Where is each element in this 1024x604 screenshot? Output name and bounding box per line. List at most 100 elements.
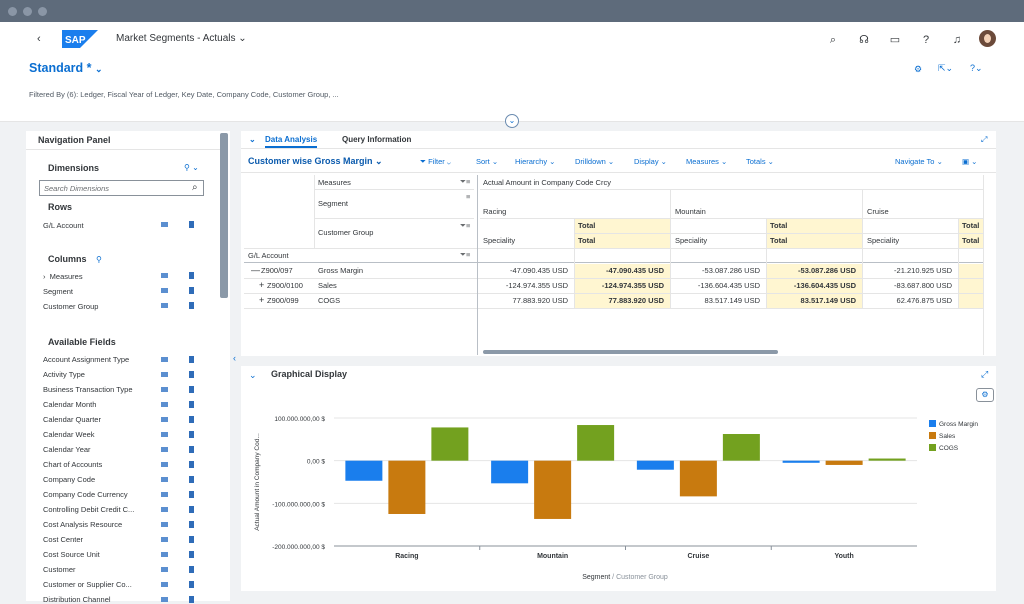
- bar-sales[interactable]: [534, 460, 572, 519]
- app-title[interactable]: Market Segments - Actuals ⌄: [116, 33, 247, 44]
- add-to-rows-icon[interactable]: [161, 417, 168, 422]
- bar-sales[interactable]: [679, 460, 717, 497]
- add-to-rows-icon[interactable]: [161, 447, 168, 452]
- legend-swatch[interactable]: [929, 444, 936, 451]
- add-to-columns-icon[interactable]: [189, 596, 194, 603]
- bar-cogs[interactable]: [722, 434, 760, 461]
- available-field[interactable]: Company Code Currency: [43, 490, 128, 499]
- settings-icon[interactable]: ⚙: [914, 64, 923, 74]
- bar-sales[interactable]: [388, 460, 426, 514]
- grid-cell[interactable]: -124.974.355 USD: [601, 281, 664, 290]
- fullscreen-icon[interactable]: ⤢: [981, 135, 988, 144]
- grid-cell[interactable]: 77.883.920 USD: [512, 296, 568, 305]
- filter-button[interactable]: ⏷ Filter ⌄: [420, 157, 451, 166]
- fullscreen-icon[interactable]: ⤢: [981, 369, 989, 379]
- filter-sort-icon[interactable]: ⏷≡: [460, 250, 471, 259]
- sap-logo[interactable]: SAP: [62, 30, 98, 48]
- grid-cell[interactable]: -136.604.435 USD: [697, 281, 760, 290]
- add-to-rows-icon[interactable]: [161, 402, 168, 407]
- filter-summary[interactable]: Filtered By (6): Ledger, Fiscal Year of …: [29, 90, 339, 99]
- bar-gross-margin[interactable]: [636, 460, 674, 470]
- add-to-rows-icon[interactable]: [161, 462, 168, 467]
- chevron-down-icon[interactable]: ⌄: [249, 135, 256, 144]
- gl-account-code[interactable]: Z900/097: [261, 266, 293, 275]
- add-to-columns-icon[interactable]: [189, 476, 194, 483]
- grid-cell[interactable]: 83.517.149 USD: [800, 296, 856, 305]
- variant-selector[interactable]: Standard * ⌄: [29, 61, 103, 75]
- view-title[interactable]: Customer wise Gross Margin ⌄: [248, 156, 383, 166]
- search-dimensions-input[interactable]: Search Dimensions ⌕: [39, 180, 204, 196]
- tab-data-analysis[interactable]: Data Analysis: [265, 135, 318, 148]
- add-to-rows-icon[interactable]: [161, 477, 168, 482]
- available-field[interactable]: Calendar Month: [43, 400, 97, 409]
- add-to-columns-icon[interactable]: [189, 521, 194, 528]
- column-field[interactable]: Customer Group: [43, 302, 99, 311]
- available-field[interactable]: Business Transaction Type: [43, 385, 133, 394]
- grid-cell[interactable]: -124.974.355 USD: [505, 281, 568, 290]
- back-icon[interactable]: ‹: [37, 33, 41, 45]
- legend-label[interactable]: Gross Margin: [939, 421, 978, 428]
- add-to-rows-icon[interactable]: [161, 357, 168, 362]
- filter-field-icon[interactable]: [189, 221, 194, 228]
- sort-icon[interactable]: ≡: [466, 192, 471, 201]
- bar-gross-margin[interactable]: [345, 460, 383, 481]
- filter-field-icon[interactable]: [189, 272, 194, 279]
- available-field[interactable]: Calendar Quarter: [43, 415, 101, 424]
- add-to-columns-icon[interactable]: [189, 356, 194, 363]
- notifications-icon[interactable]: ♫: [952, 34, 962, 46]
- drilldown-button[interactable]: Drilldown ⌄: [575, 157, 615, 166]
- bar-cogs[interactable]: [868, 458, 906, 461]
- avatar[interactable]: [979, 30, 996, 47]
- filter-sort-icon[interactable]: ⏷≡: [460, 177, 471, 186]
- nav-scrollbar[interactable]: [220, 133, 228, 298]
- filter-field-icon[interactable]: [189, 287, 194, 294]
- table-icon[interactable]: [161, 303, 168, 308]
- grid-cell[interactable]: -47.090.435 USD: [606, 266, 664, 275]
- available-field[interactable]: Company Code: [43, 475, 96, 484]
- add-to-columns-icon[interactable]: [189, 401, 194, 408]
- available-field[interactable]: Cost Analysis Resource: [43, 520, 123, 529]
- bar-cogs[interactable]: [577, 425, 615, 461]
- grid-cell[interactable]: -53.087.286 USD: [702, 266, 760, 275]
- share-icon[interactable]: ⇱⌄: [938, 63, 954, 73]
- add-to-columns-icon[interactable]: [189, 446, 194, 453]
- add-to-rows-icon[interactable]: [161, 507, 168, 512]
- help-icon[interactable]: ?: [922, 34, 930, 46]
- add-to-rows-icon[interactable]: [161, 492, 168, 497]
- available-field[interactable]: Customer or Supplier Co...: [43, 580, 132, 589]
- expand-node-icon[interactable]: +: [259, 280, 265, 290]
- add-to-columns-icon[interactable]: [189, 581, 194, 588]
- add-to-columns-icon[interactable]: [189, 566, 194, 573]
- table-icon[interactable]: [161, 288, 168, 293]
- available-field[interactable]: Cost Center: [43, 535, 84, 544]
- navigate-to-button[interactable]: Navigate To ⌄: [895, 157, 943, 166]
- add-to-rows-icon[interactable]: [161, 372, 168, 377]
- add-to-rows-icon[interactable]: [161, 582, 168, 587]
- expand-node-icon[interactable]: +: [259, 295, 265, 305]
- available-field[interactable]: Distribution Channel: [43, 595, 111, 604]
- search-icon[interactable]: ⌕: [192, 182, 198, 193]
- add-to-rows-icon[interactable]: [161, 537, 168, 542]
- window-minimize-dot[interactable]: [23, 7, 32, 16]
- add-to-columns-icon[interactable]: [189, 431, 194, 438]
- add-to-columns-icon[interactable]: [189, 371, 194, 378]
- available-field[interactable]: Chart of Accounts: [43, 460, 103, 469]
- available-field[interactable]: Activity Type: [43, 370, 85, 379]
- row-field[interactable]: G/L Account: [43, 221, 84, 230]
- chart-settings-icon[interactable]: ⚙: [976, 388, 994, 402]
- add-to-columns-icon[interactable]: [189, 551, 194, 558]
- collapse-node-icon[interactable]: —: [251, 265, 260, 275]
- available-field[interactable]: Customer: [43, 565, 76, 574]
- chevron-down-icon[interactable]: ⌄: [249, 370, 257, 380]
- gl-account-code[interactable]: Z900/099: [267, 296, 299, 305]
- table-icon[interactable]: [161, 222, 168, 227]
- add-to-columns-icon[interactable]: [189, 491, 194, 498]
- hierarchy-button[interactable]: Hierarchy ⌄: [515, 157, 556, 166]
- add-to-rows-icon[interactable]: [161, 387, 168, 392]
- add-to-columns-icon[interactable]: [189, 536, 194, 543]
- filter-sort-icon[interactable]: ⏷≡: [460, 221, 471, 230]
- columns-settings-icon[interactable]: ⚲: [96, 255, 102, 264]
- add-to-rows-icon[interactable]: [161, 432, 168, 437]
- available-field[interactable]: Controlling Debit Credit C...: [43, 505, 135, 514]
- display-button[interactable]: Display ⌄: [634, 157, 667, 166]
